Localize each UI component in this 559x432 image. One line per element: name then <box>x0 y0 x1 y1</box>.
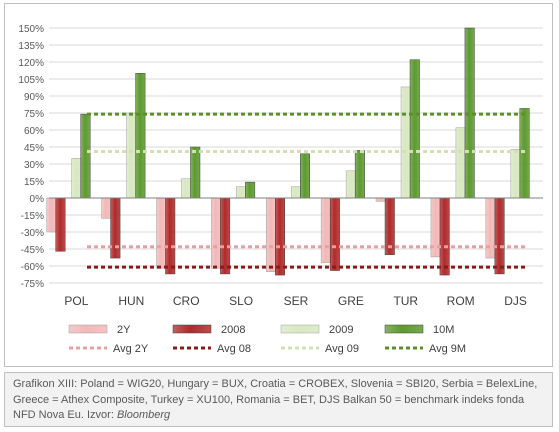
caption-text: Grafikon XIII: Poland = WIG20, Hungary =… <box>13 378 538 421</box>
legend-label: Avg 09 <box>325 343 359 355</box>
bar-10m-tur <box>409 59 420 199</box>
bar-2008-slo <box>220 197 231 275</box>
y-tick-label: -15% <box>21 211 44 222</box>
chart-frame: 150% 135% 120% 105% 90% 75% 60% 45% 30% 15% 0% -15%… <box>4 3 553 367</box>
y-tick-label: 0% <box>30 194 45 205</box>
bar-2009-hun <box>126 112 137 199</box>
y-tick-label: 15% <box>24 177 44 188</box>
y-tick-label: 135% <box>18 41 44 52</box>
bar-2008-djs <box>494 197 505 275</box>
bar-2009-tur <box>400 86 411 199</box>
y-tick-label: 45% <box>24 143 44 154</box>
y-tick-label: -30% <box>21 228 44 239</box>
bar-2008-pol <box>55 197 66 252</box>
figure-caption: Grafikon XIII: Poland = WIG20, Hungary =… <box>4 372 553 427</box>
bar-2y-ser <box>266 197 276 272</box>
x-category-label: ROM <box>447 294 475 308</box>
source-name: Bloomberg <box>116 409 171 421</box>
x-category-label: CRO <box>173 294 200 308</box>
bar-2008-hun <box>110 197 121 259</box>
bar-2008-ser <box>275 197 285 276</box>
bar-10m-pol <box>80 113 91 199</box>
x-category-label: SER <box>284 294 309 308</box>
legend-swatch-2009 <box>280 324 320 334</box>
bar-2008-rom <box>439 197 450 276</box>
bar-10m-slo <box>245 181 256 199</box>
bar-2009-slo <box>236 186 247 199</box>
bar-2y-tur <box>375 197 386 202</box>
bar-10m-ser <box>300 153 310 199</box>
legend-label: Avg 9M <box>429 343 466 355</box>
bar-2009-gre <box>345 170 356 199</box>
x-category-label: TUR <box>393 294 418 308</box>
x-category-label: DJS <box>504 294 527 308</box>
y-tick-label: 30% <box>24 160 44 171</box>
x-category-label: POL <box>64 294 88 308</box>
bar-2008-cro <box>165 197 176 275</box>
bar-2009-pol <box>71 158 82 199</box>
bar-2009-ser <box>291 186 301 199</box>
y-tick-label: -45% <box>21 245 44 256</box>
bar-2y-slo <box>211 197 222 269</box>
legend-swatch-2008 <box>172 324 212 334</box>
legend-label: 2008 <box>221 324 245 336</box>
legend-label: 2009 <box>329 324 353 336</box>
bar-10m-cro <box>190 146 201 199</box>
legend-swatch-10m <box>384 324 424 334</box>
legend-swatch-2y <box>68 324 108 334</box>
source-label: Izvor: <box>86 409 117 421</box>
y-tick-label: 75% <box>24 109 44 120</box>
legend-label: 2Y <box>117 324 131 336</box>
y-tick-label: -60% <box>21 262 44 273</box>
bar-2y-gre <box>320 197 331 263</box>
x-category-label: SLO <box>229 294 253 308</box>
y-tick-label: -75% <box>21 279 44 290</box>
bar-10m-hun <box>135 73 146 199</box>
bar-2y-djs <box>485 197 496 259</box>
bar-2y-pol <box>46 197 57 233</box>
y-tick-label: 150% <box>18 24 44 35</box>
legend-label: 10M <box>433 324 454 336</box>
y-tick-label: 105% <box>18 75 44 86</box>
bar-10m-djs <box>519 108 530 199</box>
bar-2009-djs <box>510 149 521 199</box>
bar-2y-hun <box>101 197 112 219</box>
y-tick-label: 120% <box>18 58 44 69</box>
x-category-label: GRE <box>338 294 364 308</box>
legend-label: Avg 08 <box>217 343 251 355</box>
y-tick-label: 90% <box>24 92 44 103</box>
bar-2009-cro <box>181 178 192 199</box>
bar-2009-rom <box>455 127 466 199</box>
x-category-label: HUN <box>118 294 144 308</box>
bar-chart: 150% 135% 120% 105% 90% 75% 60% 45% 30% 15% 0% -15%… <box>18 24 543 355</box>
legend-label: Avg 2Y <box>113 343 149 355</box>
bar-2008-gre <box>329 197 340 271</box>
y-tick-label: 60% <box>24 126 44 137</box>
bar-2y-cro <box>156 197 167 269</box>
bar-10m-gre <box>354 150 365 199</box>
